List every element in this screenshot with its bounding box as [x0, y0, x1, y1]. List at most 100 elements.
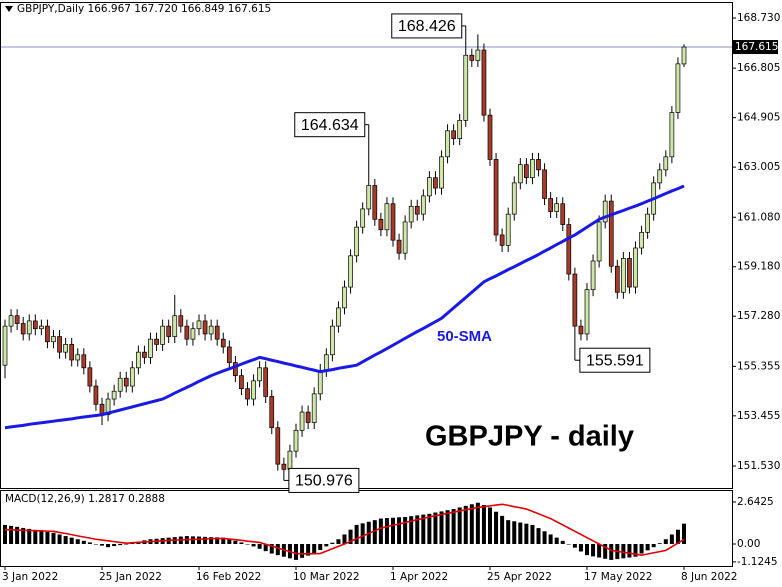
candle-body	[657, 169, 663, 184]
candle-body	[675, 63, 681, 113]
candle-body	[160, 325, 165, 345]
x-tick-label: 8 Jun 2022	[681, 571, 737, 583]
candle-body	[239, 375, 244, 389]
sma-line	[4, 184, 685, 430]
y-tick-label: 157.280	[737, 310, 780, 322]
macd-bar	[221, 537, 226, 545]
candle-body	[451, 130, 456, 139]
y-tick-label: 159.180	[737, 261, 780, 273]
candle-body	[87, 367, 93, 387]
y-tick-label: 161.080	[737, 211, 780, 223]
candle-body	[8, 315, 14, 327]
macd-bar	[609, 544, 614, 560]
candle-body	[614, 265, 620, 293]
x-tick-label: 17 May 2022	[584, 571, 652, 583]
macd-bar	[451, 509, 456, 545]
macd-bar	[621, 544, 626, 559]
macd-bar	[512, 521, 517, 545]
candle-body	[372, 185, 378, 220]
candle-body	[323, 354, 329, 371]
candle-body	[75, 354, 81, 361]
candle-body	[396, 239, 402, 254]
callout-box	[579, 347, 651, 373]
macd-bar	[542, 531, 547, 545]
macd-bar	[93, 544, 98, 545]
macd-bar	[215, 537, 220, 545]
candle-body	[20, 323, 26, 335]
macd-bar	[633, 544, 638, 557]
candle-body	[572, 273, 578, 327]
candle-body	[57, 336, 62, 353]
macd-bar	[342, 534, 347, 545]
y-tick-label: 155.355	[737, 360, 780, 372]
candle-body	[123, 377, 129, 387]
macd-bar	[69, 537, 74, 545]
candle-body	[427, 177, 432, 197]
macd-bar	[300, 544, 305, 558]
macd-bar	[306, 544, 311, 556]
candle-body	[226, 346, 232, 363]
candle-body	[251, 380, 256, 400]
macd-bar	[87, 542, 92, 545]
candle-body	[511, 182, 517, 215]
macd-bar	[536, 528, 541, 545]
callout-label: 168.426	[398, 18, 456, 35]
macd-bar	[372, 520, 377, 545]
candle-body	[342, 286, 347, 309]
y-tick-label: 151.530	[737, 460, 780, 472]
candle-body	[384, 203, 390, 231]
macd-bar	[251, 544, 256, 547]
candle-body	[166, 325, 172, 337]
macd-bar	[427, 513, 432, 545]
macd-bar	[330, 542, 335, 545]
macd-bar	[391, 517, 395, 545]
macd-bar	[324, 544, 329, 547]
candle-body	[487, 114, 493, 160]
macd-bar	[3, 524, 7, 545]
candle-body	[214, 325, 220, 340]
candle-body	[457, 120, 463, 139]
candle-body	[445, 130, 450, 158]
candle-body	[602, 200, 608, 223]
callout-label: 164.634	[301, 117, 359, 134]
candle-body	[378, 218, 384, 231]
macd-bar	[403, 516, 408, 545]
candle-body	[560, 203, 566, 225]
candle-body	[348, 255, 353, 288]
y-tick-label: 163.005	[737, 161, 780, 173]
macd-bar	[506, 520, 511, 545]
candle-body	[499, 234, 505, 246]
macd-bar	[39, 530, 44, 545]
candle-body	[220, 338, 226, 348]
macd-bar	[312, 544, 317, 554]
macd-bar	[518, 522, 523, 545]
macd-bar	[639, 544, 644, 554]
candle-body	[148, 338, 153, 358]
macd-bar	[263, 544, 268, 552]
macd-bar	[239, 542, 244, 545]
macd-bar	[294, 544, 298, 560]
candle-body	[530, 159, 535, 179]
candle-body	[517, 164, 523, 184]
candle-body	[305, 411, 311, 423]
candle-body	[645, 213, 650, 233]
candle-body	[524, 164, 529, 179]
candle-body	[269, 396, 275, 429]
candle-body	[111, 390, 117, 400]
callout-label: 150.976	[295, 473, 353, 490]
macd-bar	[21, 527, 26, 545]
macd-bar	[348, 529, 353, 545]
price-tag	[732, 40, 778, 55]
callout-box	[391, 13, 463, 39]
macd-bar	[524, 523, 529, 545]
callout-label: 155.591	[586, 352, 644, 369]
candle-body	[317, 370, 323, 395]
x-tick-label: 10 Mar 2022	[293, 571, 360, 583]
macd-bar	[100, 544, 104, 546]
macd-bar	[439, 511, 444, 545]
macd-bar	[675, 529, 680, 545]
candle-body	[433, 177, 438, 189]
macd-bar	[645, 544, 650, 551]
